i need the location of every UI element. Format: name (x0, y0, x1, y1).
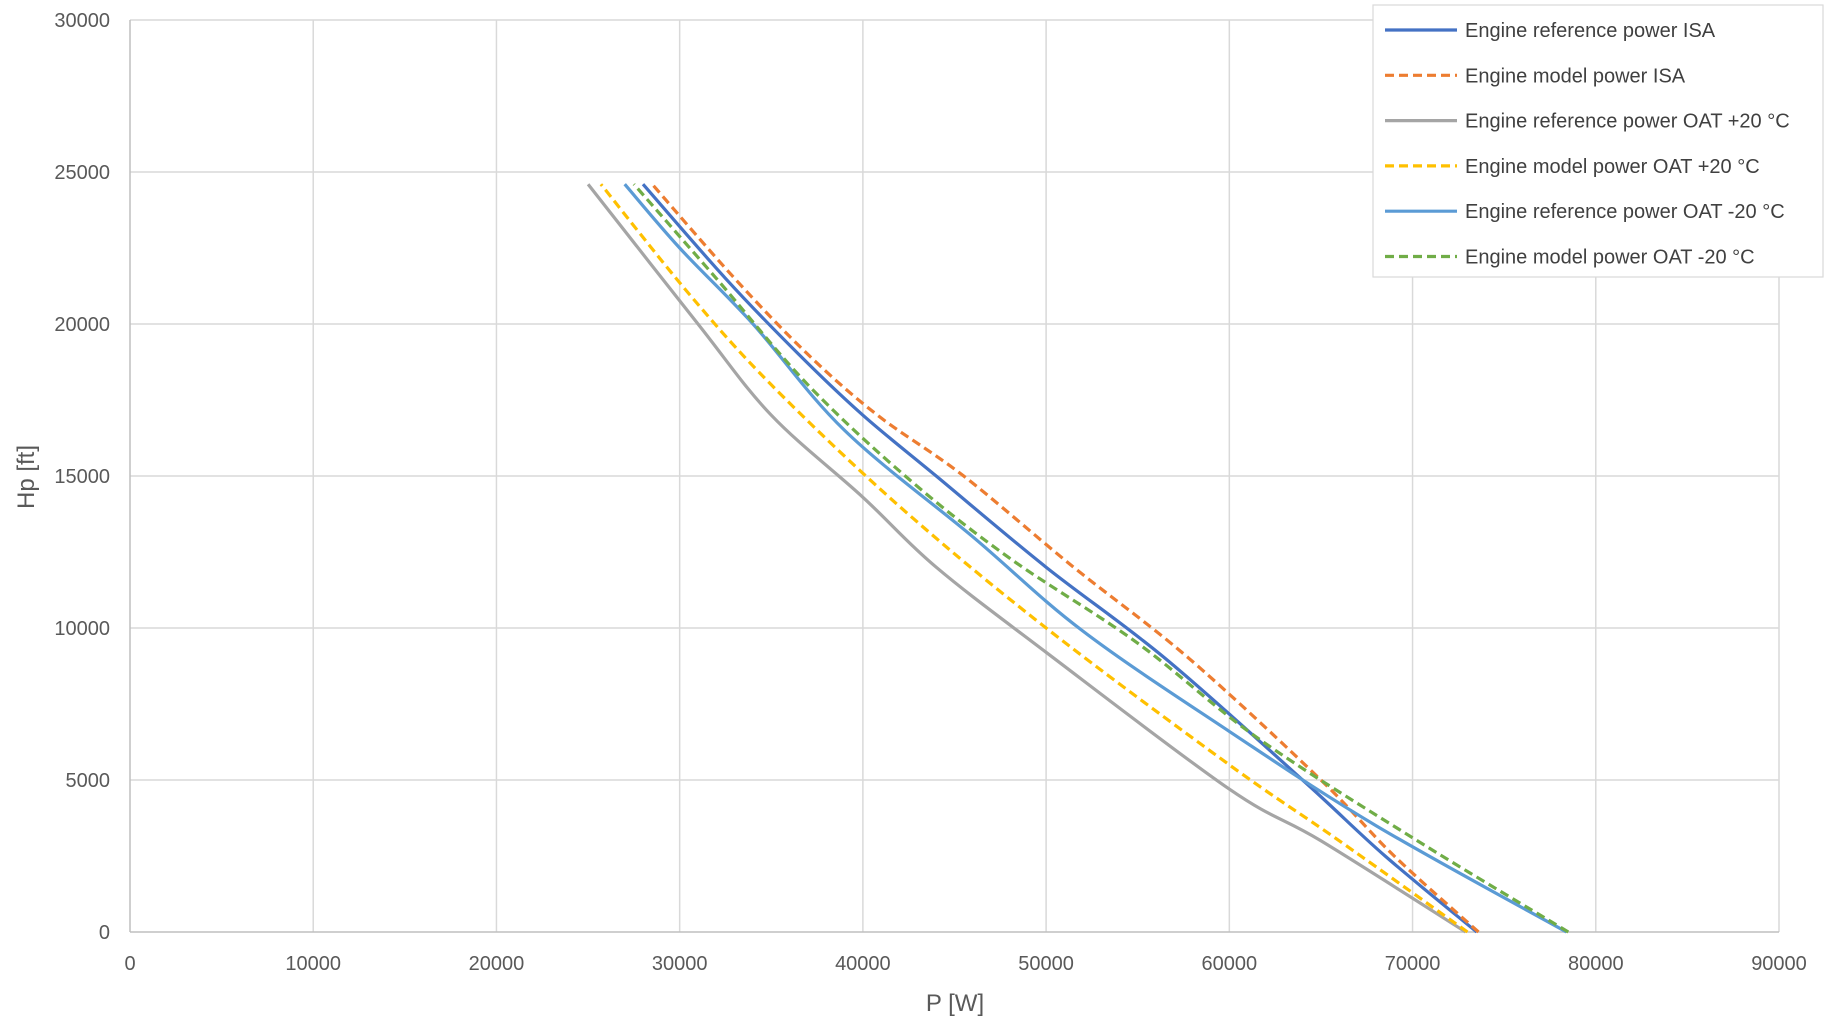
y-axis-title: Hp [ft] (13, 445, 40, 509)
x-tick-label: 40000 (835, 953, 891, 975)
x-tick-label: 90000 (1751, 953, 1807, 975)
x-tick-label: 60000 (1202, 953, 1258, 975)
y-tick-label: 5000 (66, 770, 111, 792)
legend: Engine reference power ISA Engine model p… (1372, 4, 1824, 278)
legend-label-6: Engine model power OAT -20 °C (1465, 247, 1755, 269)
y-tick-label: 15000 (54, 466, 110, 488)
series-line-6 (632, 183, 1570, 934)
series-lines (586, 183, 1570, 934)
x-axis-title: P [W] (926, 990, 984, 1017)
tick-labels: 0 10000 20000 30000 40000 50000 60000 70000 8000… (54, 10, 1806, 975)
y-tick-label: 10000 (54, 618, 110, 640)
series-line-3 (586, 183, 1467, 934)
series-line-4 (599, 183, 1469, 934)
legend-label-1: Engine reference power ISA (1465, 20, 1716, 42)
series-line-5 (623, 183, 1568, 934)
x-tick-label: 50000 (1018, 953, 1074, 975)
y-tick-label: 0 (99, 922, 110, 944)
x-tick-label: 10000 (285, 953, 341, 975)
legend-label-2: Engine model power ISA (1465, 65, 1686, 87)
y-tick-label: 30000 (54, 10, 110, 32)
legend-box (1372, 4, 1824, 278)
x-tick-label: 0 (124, 953, 135, 975)
x-tick-label: 80000 (1568, 953, 1624, 975)
axes (129, 20, 1779, 933)
x-tick-label: 20000 (469, 953, 525, 975)
legend-label-4: Engine model power OAT +20 °C (1465, 156, 1760, 178)
x-tick-label: 70000 (1385, 953, 1441, 975)
series-line-1 (641, 183, 1478, 934)
y-tick-label: 25000 (54, 162, 110, 184)
legend-label-5: Engine reference power OAT -20 °C (1465, 201, 1785, 223)
legend-label-3: Engine reference power OAT +20 °C (1465, 111, 1790, 133)
y-tick-label: 20000 (54, 314, 110, 336)
x-tick-label: 30000 (652, 953, 708, 975)
